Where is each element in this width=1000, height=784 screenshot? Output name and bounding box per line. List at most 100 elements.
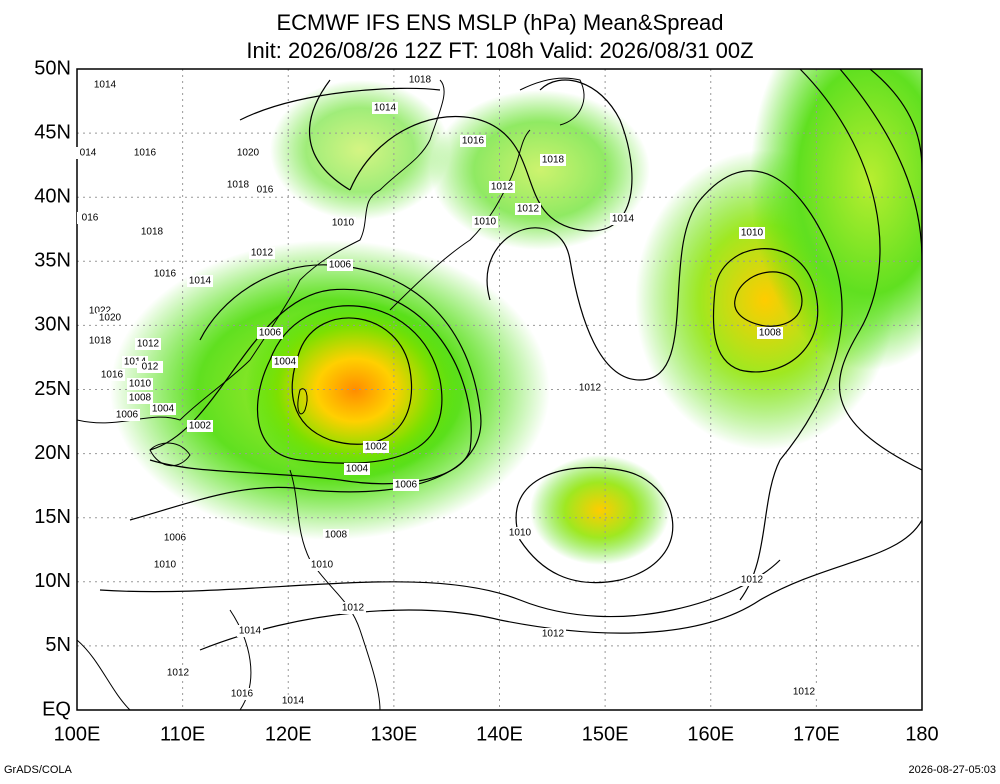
lat-label: 40N — [34, 185, 71, 207]
contour-label: 1010 — [129, 379, 152, 390]
lat-label: 15N — [34, 506, 71, 528]
contour-label: 1010 — [741, 228, 764, 239]
lon-label: 170E — [793, 723, 840, 745]
contour-label: 016 — [82, 213, 99, 224]
contour-label-bg — [137, 361, 163, 373]
contour-label: 1006 — [329, 260, 352, 271]
contour-label: 1012 — [167, 668, 190, 679]
contour-label-bg — [340, 602, 366, 614]
contour-label-bg — [407, 74, 433, 86]
contour-label-bg — [150, 403, 176, 415]
contour-label: 1012 — [517, 204, 540, 215]
contour-label: 1012 — [137, 339, 160, 350]
contour-label: 1018 — [409, 75, 432, 86]
contour-label: 1020 — [99, 313, 122, 324]
contour-label: 1014 — [124, 357, 147, 368]
contour-label-bg — [363, 441, 389, 453]
footer-left: GrADS/COLA — [4, 764, 73, 776]
contour-label: 012 — [142, 362, 159, 373]
contour-label: 1006 — [116, 410, 139, 421]
contour-label-bg — [77, 212, 103, 224]
contour-label: 1012 — [491, 182, 514, 193]
contour-label-bg — [472, 216, 498, 228]
contour-label: 1008 — [129, 393, 152, 404]
lat-label: 20N — [34, 442, 71, 464]
lat-label: 45N — [34, 121, 71, 143]
contour-label: 1012 — [741, 575, 764, 586]
contour-label: 1014 — [612, 214, 635, 225]
contour-label-bg — [460, 135, 486, 147]
contour-label-bg — [165, 667, 191, 679]
contour-label: 1010 — [332, 218, 355, 229]
contour-label-bg — [87, 335, 113, 347]
contour-label: 1004 — [152, 404, 175, 415]
contour-label-bg — [237, 625, 263, 637]
contour-label: 1012 — [793, 687, 816, 698]
contour-label-bg — [272, 356, 298, 368]
contour-label: 1016 — [231, 689, 254, 700]
contour-label-bg — [757, 327, 783, 339]
contour-label-bg — [393, 479, 419, 491]
lat-label: 35N — [34, 250, 71, 272]
contour-label: 1012 — [342, 603, 365, 614]
contour-label: 1012 — [579, 383, 602, 394]
contour-label: 1004 — [346, 464, 369, 475]
contour-label-bg — [249, 247, 275, 259]
contour-label-bg — [187, 420, 213, 432]
subtitle: Init: 2026/08/26 12Z FT: 108h Valid: 202… — [246, 38, 753, 63]
contour-label-bg — [372, 102, 398, 114]
lon-label: 180 — [905, 723, 938, 745]
contour-label: 1016 — [134, 148, 157, 159]
lon-label: 150E — [582, 723, 629, 745]
contour-label-bg — [139, 226, 165, 238]
contour-label-bg — [257, 327, 283, 339]
contour-label-bg — [127, 392, 153, 404]
contour-label: 1018 — [227, 180, 250, 191]
contour-label: 1012 — [542, 629, 565, 640]
contour-label-bg — [235, 147, 261, 159]
map-frame — [76, 68, 923, 711]
contour-label: 1002 — [189, 421, 212, 432]
lon-label: 160E — [687, 723, 734, 745]
contour-label-bg — [344, 463, 370, 475]
contour-label: 1008 — [759, 328, 782, 339]
contour-label-bg — [610, 213, 636, 225]
contour-label-bg — [152, 559, 178, 571]
contour-label-bg — [489, 181, 515, 193]
contour-label: 1014 — [94, 80, 117, 91]
lat-label: EQ — [42, 698, 71, 720]
contour-label-bg — [152, 268, 178, 280]
contour-label-bg — [187, 275, 213, 287]
contour-label: 1010 — [509, 528, 532, 539]
contour-label-bg — [252, 184, 278, 196]
contour-label: 1010 — [311, 560, 334, 571]
contour-label-bg — [114, 409, 140, 421]
contour-label: 1014 — [189, 276, 212, 287]
contour-label: 1020 — [237, 148, 260, 159]
lon-label: 130E — [371, 723, 418, 745]
contour-label: 1018 — [89, 336, 112, 347]
lat-label: 50N — [34, 57, 71, 79]
contour-label-bg — [280, 695, 306, 707]
contour-label-bg — [132, 147, 158, 159]
lat-label: 5N — [45, 634, 71, 656]
contour-label: 1008 — [325, 530, 348, 541]
contour-label-bg — [330, 217, 356, 229]
contour-label-bg — [97, 312, 123, 324]
contour-label: 1016 — [154, 269, 177, 280]
contour-label: 1016 — [462, 136, 485, 147]
contour-label-bg — [739, 227, 765, 239]
contour-label: 1014 — [374, 103, 397, 114]
lon-label: 110E — [160, 723, 205, 745]
contour-label-bg — [162, 532, 188, 544]
contour-label: 1014 — [239, 626, 262, 637]
contour-label-bg — [577, 382, 603, 394]
contour-label: 1018 — [542, 155, 565, 166]
contour-label: 1022 — [89, 306, 112, 317]
contour-label: 1016 — [101, 370, 124, 381]
contour-label: 1014 — [282, 696, 305, 707]
contour-label: 1004 — [274, 357, 297, 368]
contour-label: 1012 — [251, 248, 274, 259]
